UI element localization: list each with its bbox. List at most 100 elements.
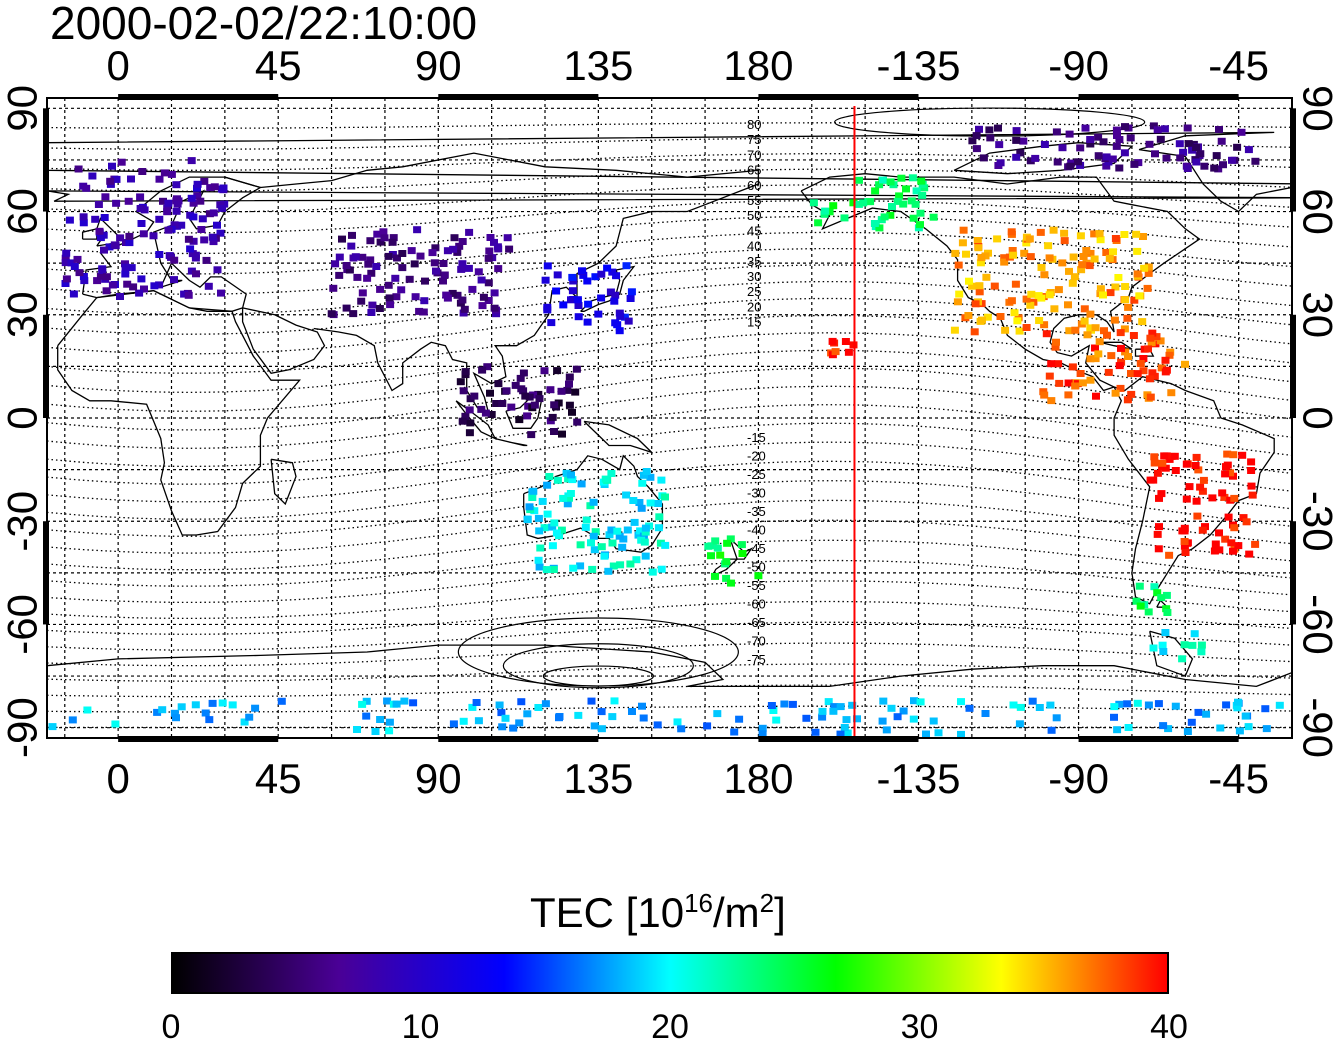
tec-data-point: [496, 702, 504, 709]
magnetic-latitude-label: -30: [747, 486, 766, 501]
tec-data-point: [1094, 350, 1102, 357]
tec-data-point: [550, 566, 558, 573]
tec-data-point: [150, 232, 158, 239]
tec-data-point: [1154, 470, 1162, 477]
tec-data-point: [475, 717, 483, 724]
tec-data-point: [1221, 470, 1229, 477]
tec-data-point: [1124, 353, 1132, 360]
tec-data-point: [362, 713, 370, 720]
tec-data-point: [82, 185, 90, 192]
tec-data-point: [1026, 302, 1034, 309]
tec-data-point: [842, 338, 850, 345]
tec-data-point: [1198, 642, 1206, 649]
tec-data-point: [420, 309, 428, 316]
tec-data-point: [1037, 229, 1045, 236]
tec-data-point: [894, 713, 902, 720]
tec-data-point: [219, 700, 227, 707]
tec-data-point: [888, 705, 896, 712]
tec-data-point: [386, 301, 394, 308]
tec-data-point: [189, 213, 197, 220]
tec-data-point: [494, 243, 502, 250]
tec-data-point: [494, 265, 502, 272]
tec-data-point: [328, 310, 336, 317]
tec-data-point: [569, 565, 577, 572]
tec-data-point: [576, 562, 584, 569]
tec-data-point: [1171, 453, 1179, 460]
tec-data-point: [722, 558, 730, 565]
tec-data-point: [1047, 397, 1055, 404]
tec-data-point: [462, 368, 470, 375]
y-tick-label-left: -90: [0, 697, 46, 758]
tec-data-point: [417, 253, 425, 260]
tec-data-point: [1146, 141, 1154, 148]
tec-data-point: [1071, 327, 1079, 334]
tec-data-point: [1192, 462, 1200, 469]
tec-data-point: [955, 262, 963, 269]
tec-data-point: [1199, 527, 1207, 534]
tec-data-point: [1012, 281, 1020, 288]
tec-data-point: [1219, 161, 1227, 168]
magnetic-latitude-label: 60: [747, 178, 761, 193]
tec-data-point: [1113, 143, 1121, 150]
tec-data-point: [150, 282, 158, 289]
tec-data-point: [814, 219, 822, 226]
tec-data-point: [612, 272, 620, 279]
tec-data-point: [1053, 128, 1061, 135]
tec-data-point: [789, 701, 797, 708]
tec-data-point: [1077, 370, 1085, 377]
tec-data-point: [591, 722, 599, 729]
tec-data-point: [649, 569, 657, 576]
tec-data-point: [521, 393, 529, 400]
tec-data-point: [1026, 235, 1034, 242]
tec-data-point: [711, 537, 719, 544]
tec-data-point: [1151, 460, 1159, 467]
tec-data-point: [409, 699, 417, 706]
tec-data-point: [450, 720, 458, 727]
tec-data-point: [584, 319, 592, 326]
tec-data-point: [879, 177, 887, 184]
tec-data-point: [567, 296, 575, 303]
tec-data-point: [1038, 264, 1046, 271]
tec-data-point: [1163, 155, 1171, 162]
tec-data-point: [539, 498, 547, 505]
tec-data-point: [1236, 727, 1244, 734]
tec-data-point: [1188, 719, 1196, 726]
tec-data-point: [372, 263, 380, 270]
tec-data-point: [1182, 549, 1190, 556]
tec-data-point: [1113, 127, 1121, 134]
tec-data-point: [739, 550, 747, 557]
tec-data-point: [536, 545, 544, 552]
tec-data-point: [550, 401, 558, 408]
tec-data-point: [172, 181, 180, 188]
tec-data-point: [558, 431, 566, 438]
tec-data-point: [116, 234, 124, 241]
tec-data-point: [1008, 228, 1016, 235]
x-tick-label-bottom: -90: [1048, 755, 1109, 802]
tec-data-point: [1243, 518, 1251, 525]
tec-data-point: [218, 186, 226, 193]
tec-data-point: [1176, 140, 1184, 147]
tec-data-point: [466, 419, 474, 426]
tec-data-point: [459, 238, 467, 245]
tec-data-point: [1276, 702, 1284, 709]
tec-data-point: [640, 715, 648, 722]
tec-data-point: [1225, 514, 1233, 521]
tec-data-point: [431, 259, 439, 266]
tec-data-point: [573, 366, 581, 373]
magnetic-latitude-label: 75: [747, 132, 761, 147]
tec-data-point: [1070, 254, 1078, 261]
tec-data-point: [1047, 360, 1055, 367]
tec-data-point: [541, 367, 549, 374]
magnetic-latitude-label: -55: [747, 578, 766, 593]
tec-data-point: [83, 707, 91, 714]
tec-data-point: [1230, 495, 1238, 502]
tec-data-point: [661, 494, 669, 501]
y-tick-label-right: 30: [1295, 291, 1340, 338]
tec-data-point: [1193, 454, 1201, 461]
tec-data-point: [329, 285, 337, 292]
tec-data-point: [1096, 338, 1104, 345]
tec-data-point: [1123, 315, 1131, 322]
tec-data-point: [203, 257, 211, 264]
x-tick-label-bottom: -45: [1208, 755, 1269, 802]
tec-data-point: [1046, 373, 1054, 380]
